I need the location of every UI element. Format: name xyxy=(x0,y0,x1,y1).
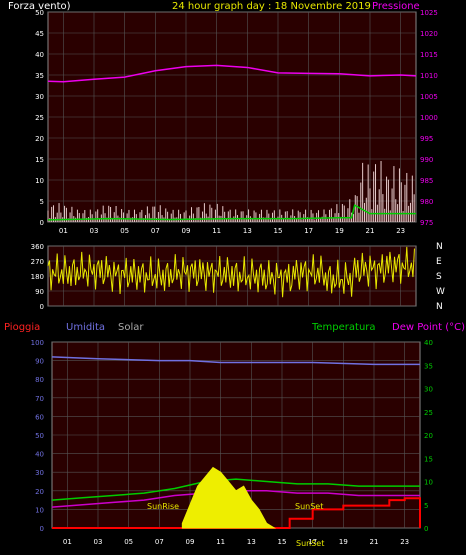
y-tick-label: 70 xyxy=(35,395,44,403)
date-label: 24 hour graph day : 18 Novembre 2019 xyxy=(172,1,371,12)
y-tick-label: 60 xyxy=(35,413,44,421)
y2-tick-label: 1010 xyxy=(420,72,438,80)
x-tick-label: 11 xyxy=(216,538,225,546)
solar-area xyxy=(181,466,277,529)
y2-tick-label: 0 xyxy=(424,525,428,533)
y-tick-label: 50 xyxy=(35,9,44,17)
pressure-line xyxy=(47,64,417,83)
x-tick-label: 17 xyxy=(308,538,317,546)
x-tick-label: 13 xyxy=(243,227,252,235)
x-tick-label: 21 xyxy=(370,538,379,546)
x-tick-label: 15 xyxy=(274,227,283,235)
x-tick-label: 13 xyxy=(247,538,256,546)
y-tick-label: 5 xyxy=(40,198,44,206)
y2-tick-label: 985 xyxy=(420,177,433,185)
y2-tick-label: E xyxy=(436,257,442,267)
x-tick-label: 09 xyxy=(182,227,191,235)
y-tick-label: 40 xyxy=(35,51,44,59)
y-tick-label: 180 xyxy=(31,273,44,281)
x-tick-label: 05 xyxy=(124,538,133,546)
x-tick-label: 23 xyxy=(400,538,409,546)
y-tick-label: 25 xyxy=(35,114,44,122)
y-tick-label: 15 xyxy=(35,156,44,164)
gust_avg-line xyxy=(47,204,416,221)
axes: 0510152025303540455097598098599099510001… xyxy=(31,9,445,546)
x-tick-label: 23 xyxy=(396,227,405,235)
dewpoint-label: Dew Point (°C) xyxy=(392,322,465,333)
y-tick-label: 270 xyxy=(31,258,44,266)
x-tick-label: 07 xyxy=(151,227,160,235)
x-tick-label: 19 xyxy=(339,538,348,546)
y-tick-label: 100 xyxy=(31,339,44,347)
y2-tick-label: 1025 xyxy=(420,9,438,17)
y2-tick-label: 30 xyxy=(424,386,433,394)
y-tick-label: 10 xyxy=(35,177,44,185)
y-tick-label: 80 xyxy=(35,376,44,384)
x-tick-label: 19 xyxy=(335,227,344,235)
rain-label: Pioggia xyxy=(4,322,40,333)
y-tick-label: 360 xyxy=(31,243,44,251)
y2-tick-label: 995 xyxy=(420,135,433,143)
series xyxy=(47,64,421,529)
y2-tick-label: 1000 xyxy=(420,114,438,122)
x-tick-label: 03 xyxy=(94,538,103,546)
y2-tick-label: 1020 xyxy=(420,30,438,38)
y2-tick-label: N xyxy=(436,242,443,252)
y2-tick-label: S xyxy=(436,272,442,282)
y2-tick-label: 25 xyxy=(424,409,433,417)
y2-tick-label: 1015 xyxy=(420,51,438,59)
y2-tick-label: 35 xyxy=(424,362,433,370)
y-tick-label: 0 xyxy=(40,303,44,311)
y2-tick-label: 20 xyxy=(424,432,433,440)
y2-tick-label: W xyxy=(436,287,445,297)
y2-tick-label: 5 xyxy=(424,502,428,510)
y-tick-label: 30 xyxy=(35,93,44,101)
x-tick-label: 11 xyxy=(212,227,221,235)
x-tick-label: 01 xyxy=(59,227,68,235)
solar-label: Solar xyxy=(118,322,144,333)
y-tick-label: 90 xyxy=(35,288,44,296)
x-tick-label: 01 xyxy=(63,538,72,546)
x-tick-label: 03 xyxy=(90,227,99,235)
y2-tick-label: 990 xyxy=(420,156,433,164)
x-tick-label: 17 xyxy=(304,227,313,235)
y-tick-label: 40 xyxy=(35,451,44,459)
y-tick-label: 10 xyxy=(35,506,44,514)
temperature-line xyxy=(51,478,420,501)
sunrise-annotation: SunRise xyxy=(147,502,179,511)
temperature-label: Temperatura xyxy=(311,322,376,333)
y2-tick-label: 980 xyxy=(420,198,433,206)
y2-tick-label: 10 xyxy=(424,479,433,487)
y-tick-label: 45 xyxy=(35,30,44,38)
y2-tick-label: 975 xyxy=(420,219,433,227)
sunset-axis-annotation: SunSet xyxy=(296,539,324,548)
y-tick-label: 30 xyxy=(35,469,44,477)
y2-tick-label: 40 xyxy=(424,339,433,347)
rain-line xyxy=(52,497,421,529)
x-tick-label: 07 xyxy=(155,538,164,546)
pressure-label: Pressione xyxy=(372,1,420,12)
sunset-annotation: SunSet xyxy=(295,502,323,511)
y2-tick-label: 1005 xyxy=(420,93,438,101)
x-tick-label: 05 xyxy=(120,227,129,235)
x-tick-label: 09 xyxy=(186,538,195,546)
y-tick-label: 20 xyxy=(35,488,44,496)
humidity-label: Umidita xyxy=(66,322,105,333)
y2-tick-label: N xyxy=(436,302,443,312)
y-tick-label: 0 xyxy=(40,525,44,533)
wind-label: Forza vento) xyxy=(8,1,71,12)
x-tick-label: 21 xyxy=(366,227,375,235)
y-tick-label: 90 xyxy=(35,358,44,366)
humidity-line xyxy=(51,356,420,366)
y-tick-label: 20 xyxy=(35,135,44,143)
y-tick-label: 35 xyxy=(35,72,44,80)
y2-tick-label: 15 xyxy=(424,455,433,463)
y-tick-label: 0 xyxy=(40,219,44,227)
y-tick-label: 50 xyxy=(35,432,44,440)
direction-line xyxy=(47,246,415,298)
x-tick-label: 15 xyxy=(278,538,287,546)
